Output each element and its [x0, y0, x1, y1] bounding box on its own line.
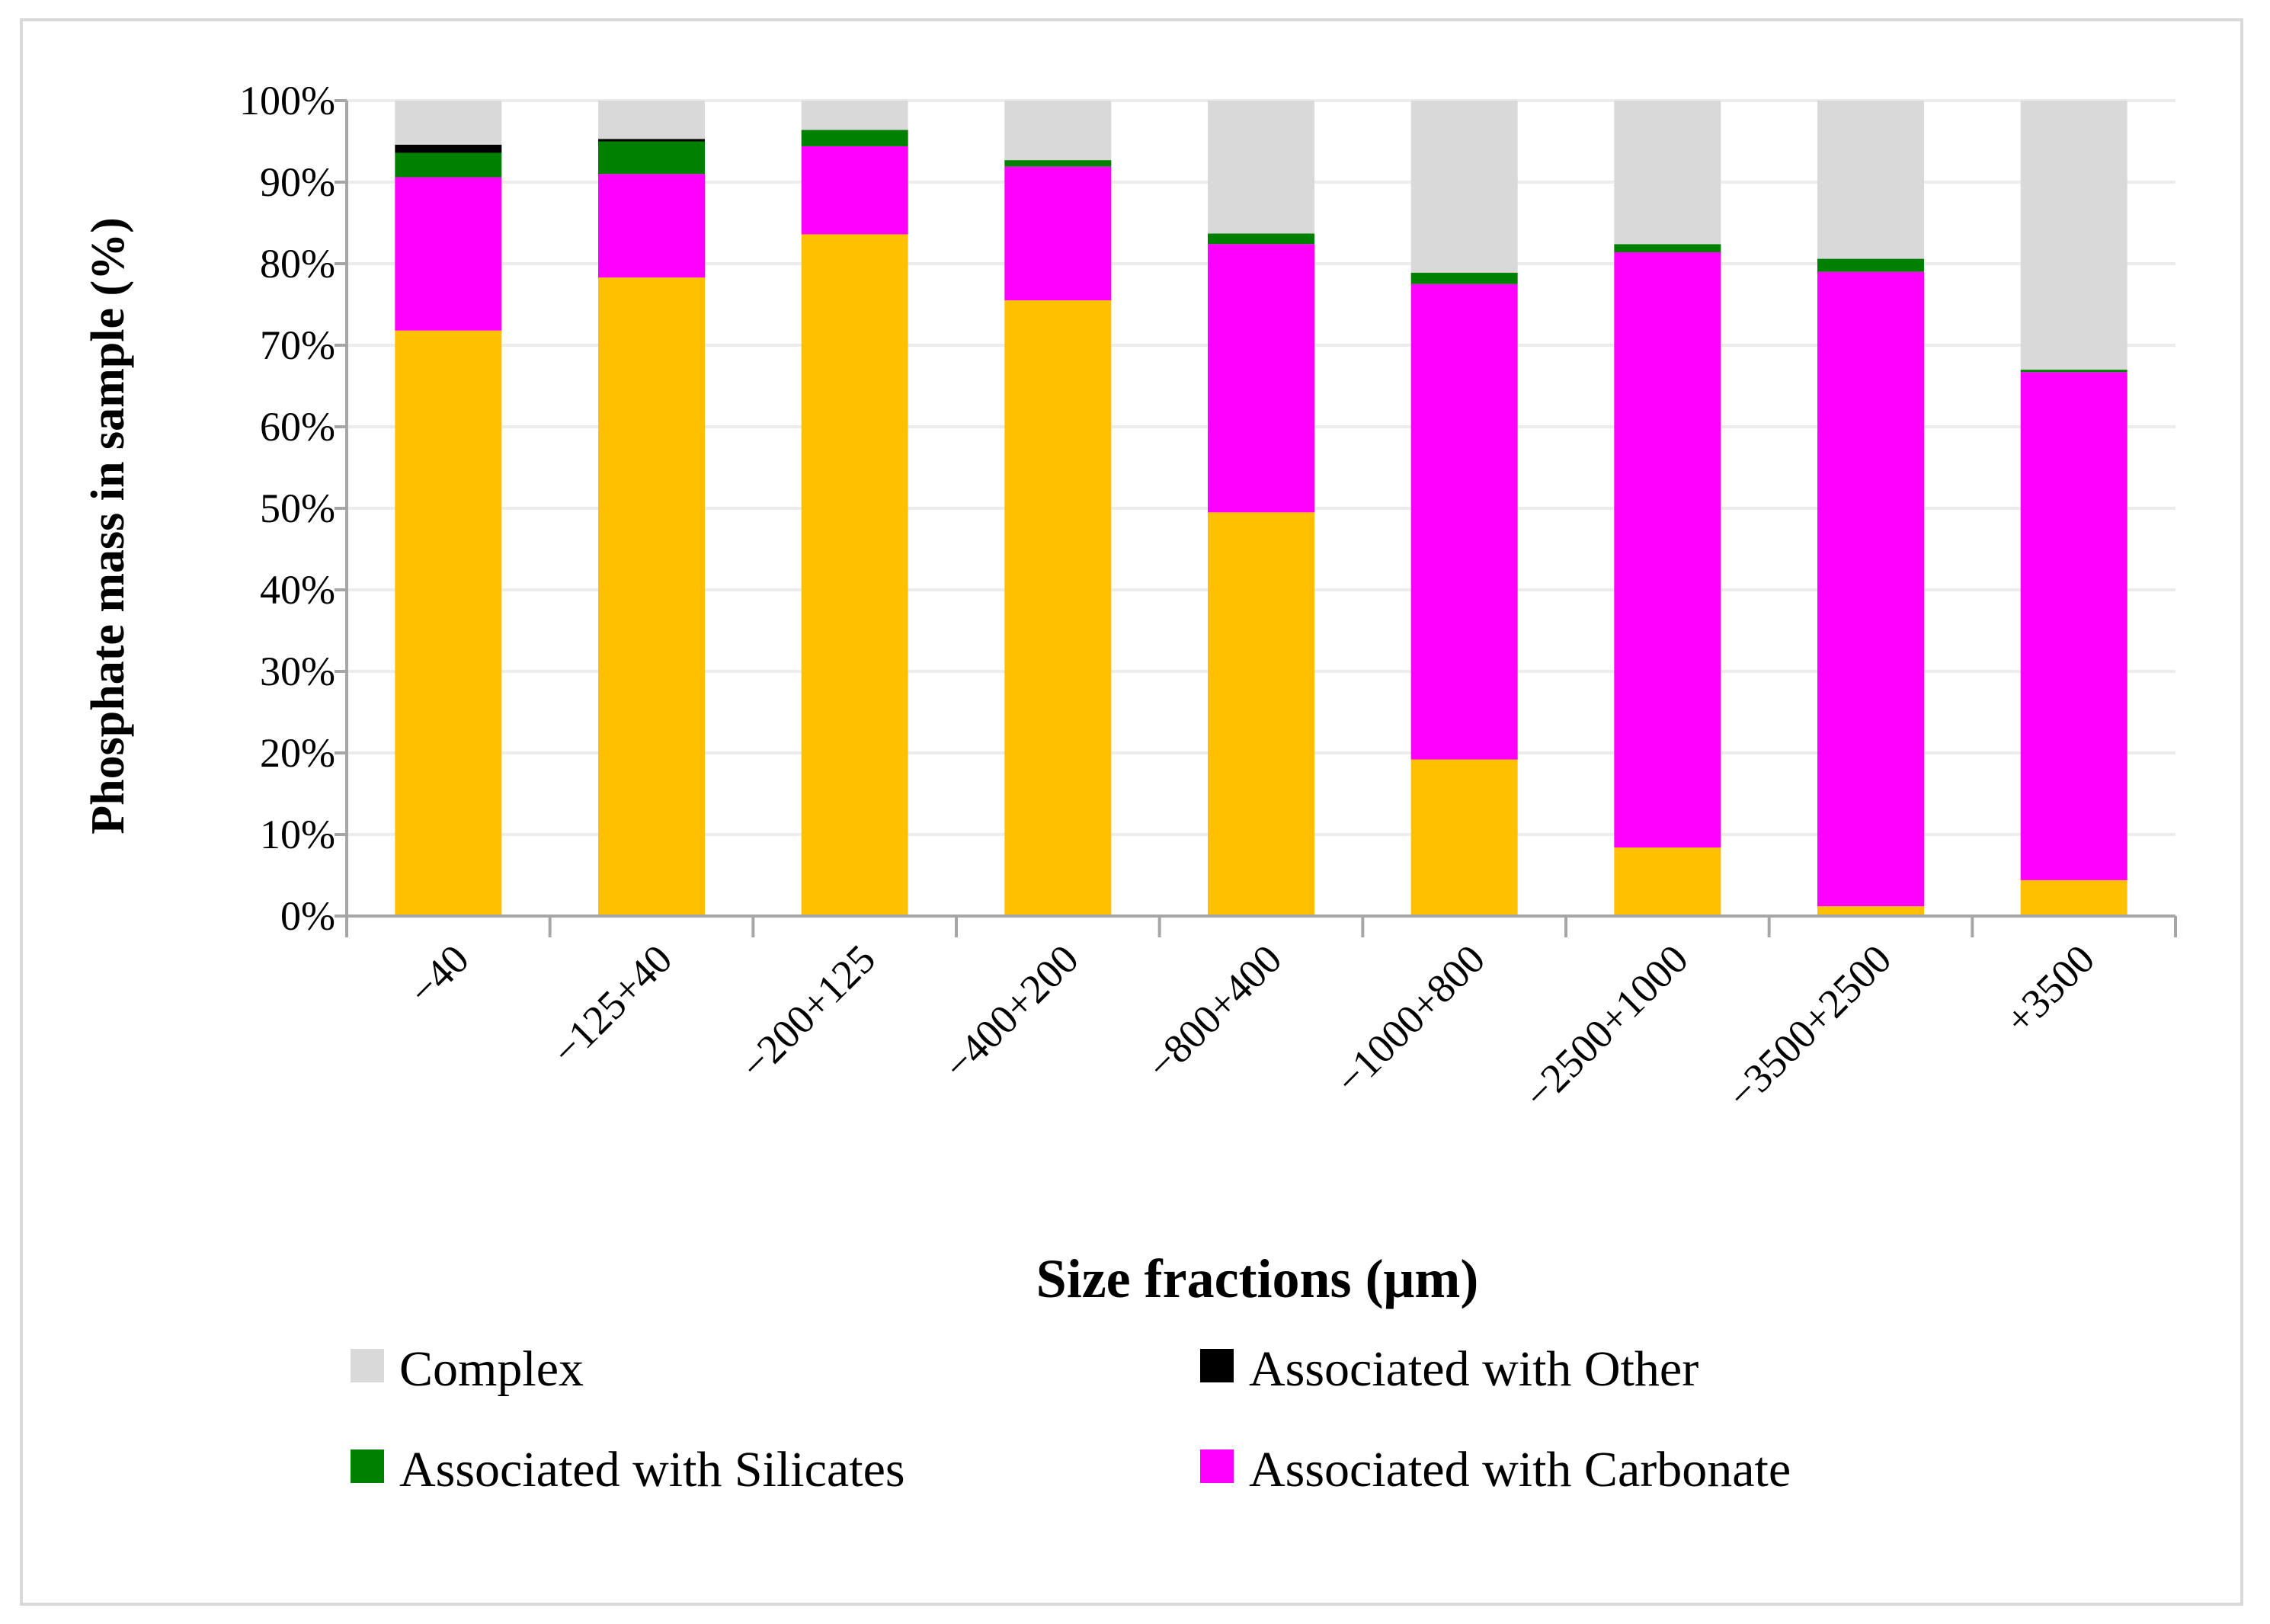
legend-label: Associated with Other — [1249, 1341, 1698, 1397]
x-tick-label: −3500+2500 — [1718, 936, 1900, 1117]
y-tick-label: 0% — [280, 893, 335, 939]
bar-segment-associated-with-silicates — [1614, 244, 1721, 253]
bars — [395, 101, 2128, 917]
bar-segment-liberated — [1004, 300, 1112, 916]
bar-segment-liberated — [395, 330, 502, 916]
legend-swatch — [351, 1449, 384, 1483]
bar-segment-associated-with-carbonate — [1004, 166, 1112, 301]
y-tick-label: 80% — [260, 241, 335, 287]
legend-swatch — [1200, 1449, 1234, 1483]
legend-label: Complex — [399, 1341, 584, 1397]
x-tick-label: −200+125 — [732, 936, 884, 1088]
bar-segment-associated-with-carbonate — [1817, 271, 1924, 907]
legend-label: Associated with Carbonate — [1249, 1442, 1791, 1497]
y-tick-label: 20% — [260, 730, 335, 776]
bar-segment-complex — [395, 101, 502, 145]
bar-segment-associated-with-silicates — [2020, 370, 2128, 373]
legend-label: Associated with Silicates — [399, 1442, 905, 1497]
bar-segment-associated-with-carbonate — [2020, 372, 2128, 880]
bar-segment-complex — [1614, 101, 1721, 245]
y-tick-label: 50% — [260, 485, 335, 531]
x-tick-label: −125+40 — [543, 936, 681, 1074]
bar-segment-associated-with-silicates — [1208, 233, 1314, 245]
bar-segment-liberated — [1614, 847, 1721, 916]
bar-segment-associated-with-carbonate — [1410, 283, 1518, 760]
bar-segment-associated-with-silicates — [801, 130, 908, 146]
bar-segment-liberated — [598, 277, 705, 916]
x-axis-label: Size fractions (μm) — [1036, 1248, 1479, 1309]
bar-segment-liberated — [2020, 879, 2128, 916]
bar-segment-associated-with-carbonate — [801, 146, 908, 235]
x-tick-label: −800+400 — [1138, 936, 1290, 1088]
x-tick-labels: −40 −125+40 −200+125 −400+200 −800+400 −1000+… — [400, 936, 2103, 1117]
bar-segment-complex — [2020, 101, 2128, 370]
y-tick-label: 10% — [260, 812, 335, 857]
bar-segment-associated-with-silicates — [1410, 272, 1518, 284]
bar-segment-associated-with-carbonate — [1614, 252, 1721, 848]
y-tick-labels: 0% 10% 20% 30% 40% 50% 60% 70% 80% 90% 100% — [239, 78, 335, 939]
bar-segment-liberated — [1208, 512, 1314, 916]
bar-segment-associated-with-carbonate — [1208, 244, 1314, 513]
bar-segment-liberated — [1410, 759, 1518, 916]
x-tick-label: −40 — [400, 936, 478, 1014]
bar-segment-associated-with-other — [395, 144, 502, 153]
bar-segment-complex — [1410, 101, 1518, 273]
y-tick-label: 90% — [260, 159, 335, 205]
bar-segment-associated-with-silicates — [395, 152, 502, 178]
x-tick-label: −2500+1000 — [1516, 936, 1697, 1117]
bar-segment-complex — [598, 101, 705, 139]
bar-segment-associated-with-silicates — [1817, 258, 1924, 272]
bar-segment-associated-with-silicates — [598, 141, 705, 175]
bar-segment-complex — [1817, 101, 1924, 259]
bar-segment-liberated — [1817, 906, 1924, 916]
y-tick-label: 70% — [260, 322, 335, 368]
bar-segment-complex — [1004, 101, 1112, 161]
y-tick-label: 30% — [260, 649, 335, 694]
axes — [345, 101, 2177, 937]
legend-swatch — [1200, 1349, 1234, 1382]
bar-segment-associated-with-carbonate — [598, 174, 705, 278]
y-axis-label: Phosphate mass in sample (%) — [82, 217, 134, 834]
legend-swatch — [351, 1349, 384, 1382]
bar-segment-complex — [1208, 101, 1314, 234]
x-tick-label: −400+200 — [935, 936, 1087, 1088]
bar-segment-associated-with-carbonate — [395, 177, 502, 331]
x-tick-label: −1000+800 — [1327, 936, 1494, 1103]
bar-segment-associated-with-other — [598, 139, 705, 142]
x-tick-label: +3500 — [1996, 936, 2103, 1043]
legend: Complex Associated with Other Associated w… — [351, 1341, 1791, 1497]
y-tick-label: 40% — [260, 567, 335, 613]
y-tick-label: 60% — [260, 404, 335, 450]
y-tick-label: 100% — [239, 78, 335, 123]
bar-segment-liberated — [801, 234, 908, 917]
bar-segment-complex — [801, 101, 908, 130]
bar-segment-associated-with-silicates — [1004, 160, 1112, 167]
